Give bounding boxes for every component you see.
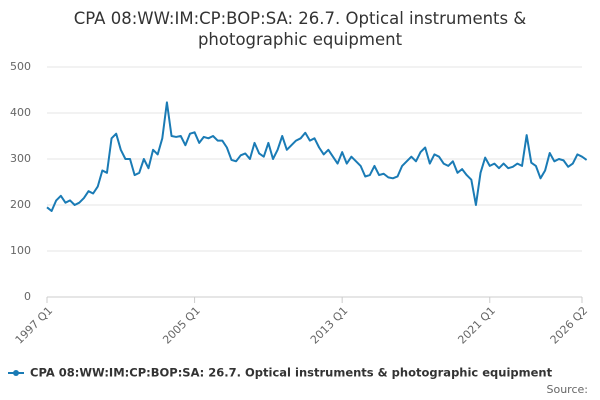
chart-title: CPA 08:WW:IM:CP:BOP:SA: 26.7. Optical in…	[73, 9, 527, 49]
y-tick-label: 400	[10, 106, 31, 119]
x-tick-label: 2021 Q1	[455, 304, 498, 347]
y-tick-label: 300	[10, 152, 31, 165]
x-tick-label: 2013 Q1	[308, 304, 351, 347]
legend-label: CPA 08:WW:IM:CP:BOP:SA: 26.7. Optical in…	[30, 366, 553, 380]
source: Source:	[547, 383, 589, 396]
x-tick-label: 1997 Q1	[13, 304, 56, 347]
series-line	[46, 101, 588, 212]
x-tick-label: 2005 Q1	[160, 304, 203, 347]
legend-marker	[13, 370, 19, 376]
y-tick-label: 500	[10, 60, 31, 73]
y-tick-label: 0	[24, 290, 31, 303]
x-tick-label: 2026 Q2	[548, 304, 591, 347]
y-tick-label: 100	[10, 244, 31, 257]
y-tick-label: 200	[10, 198, 31, 211]
